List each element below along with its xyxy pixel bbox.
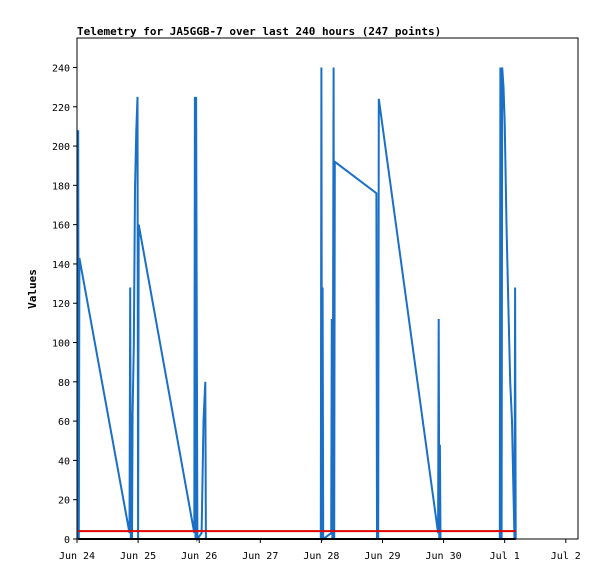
y-tick-label: 80 bbox=[58, 378, 70, 389]
y-tick-label: 220 bbox=[52, 103, 70, 114]
x-tick-label: Jul 1 bbox=[490, 551, 520, 562]
y-tick-label: 160 bbox=[52, 221, 70, 232]
y-tick-label: 0 bbox=[64, 535, 70, 546]
x-tick-label: Jun 25 bbox=[120, 551, 156, 562]
y-tick-label: 20 bbox=[58, 496, 70, 507]
y-tick-label: 60 bbox=[58, 417, 70, 428]
y-axis-label: Values bbox=[26, 269, 39, 309]
x-tick-label: Jul 2 bbox=[551, 551, 581, 562]
y-tick-label: 120 bbox=[52, 299, 70, 310]
x-tick-label: Jun 29 bbox=[364, 551, 400, 562]
y-tick-label: 180 bbox=[52, 181, 70, 192]
y-tick-label: 240 bbox=[52, 63, 70, 74]
x-axis: Jun 24 Jun 25 Jun 26 Jun 27 Jun 28 Jun 29 Jun … bbox=[59, 539, 581, 562]
x-tick-label: Jun 26 bbox=[181, 551, 217, 562]
x-tick-label: Jun 27 bbox=[242, 551, 278, 562]
y-tick-label: 40 bbox=[58, 456, 70, 467]
series-line-1 bbox=[77, 67, 517, 543]
chart-title: Telemetry for JA5GGB-7 over last 240 hou… bbox=[77, 25, 441, 38]
y-tick-label: 100 bbox=[52, 339, 70, 350]
y-tick-label: 140 bbox=[52, 260, 70, 271]
x-tick-label: Jun 28 bbox=[303, 551, 339, 562]
y-axis: 0 20 40 60 80 100 120 140 160 180 200 220 240 bbox=[52, 63, 77, 546]
plot-frame bbox=[76, 37, 579, 540]
series-layer bbox=[77, 67, 517, 543]
x-tick-label: Jun 30 bbox=[426, 551, 462, 562]
x-tick-label: Jun 24 bbox=[59, 551, 95, 562]
y-tick-label: 200 bbox=[52, 142, 70, 153]
